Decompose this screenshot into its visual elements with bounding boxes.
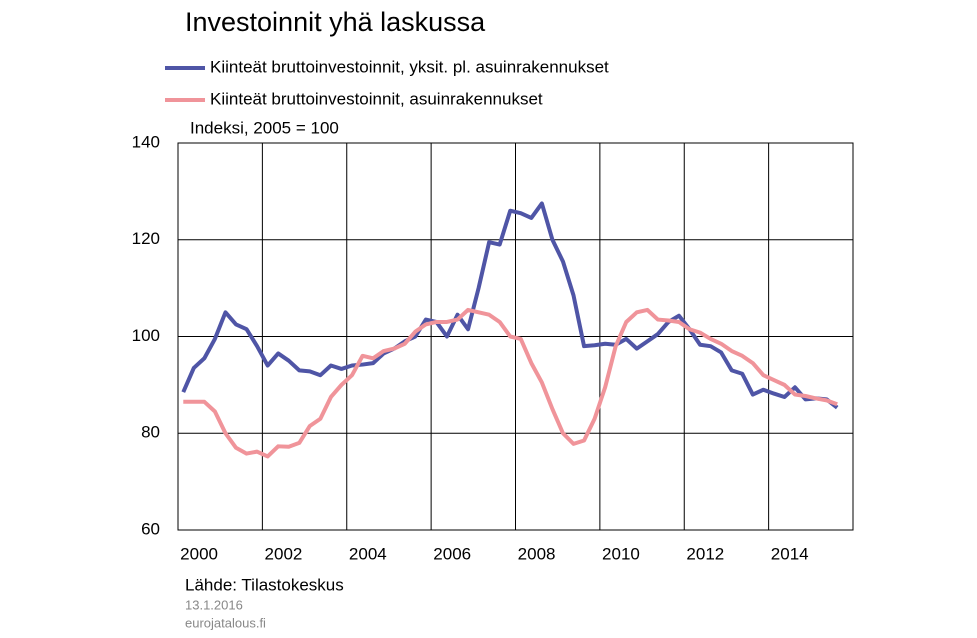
legend-label: Kiinteät bruttoinvestoinnit, yksit. pl. … (210, 57, 609, 76)
data-line (181, 201, 839, 410)
legend-label: Kiinteät bruttoinvestoinnit, asuinrakenn… (210, 89, 543, 108)
data-line (183, 307, 838, 459)
y-tick-label: 60 (141, 519, 160, 538)
website: eurojatalous.fi (185, 615, 266, 630)
x-tick-label: 2000 (180, 544, 218, 563)
chart-title: Investoinnit yhä laskussa (185, 7, 486, 37)
y-tick-label: 80 (141, 423, 160, 442)
date: 13.1.2016 (185, 597, 243, 612)
x-tick-label: 2004 (349, 544, 387, 563)
x-tick-label: 2012 (686, 544, 724, 563)
x-tick-label: 2008 (518, 544, 556, 563)
y-tick-label: 100 (132, 326, 160, 345)
x-tick-label: 2010 (602, 544, 640, 563)
source: Lähde: Tilastokeskus (185, 575, 344, 594)
x-tick-label: 2006 (433, 544, 471, 563)
plot-border (177, 142, 854, 531)
x-tick-label: 2002 (265, 544, 303, 563)
y-tick-label: 140 (132, 132, 160, 151)
y-axis-label: Indeksi, 2005 = 100 (190, 118, 339, 137)
x-tick-label: 2014 (771, 544, 809, 563)
y-tick-label: 120 (132, 229, 160, 248)
